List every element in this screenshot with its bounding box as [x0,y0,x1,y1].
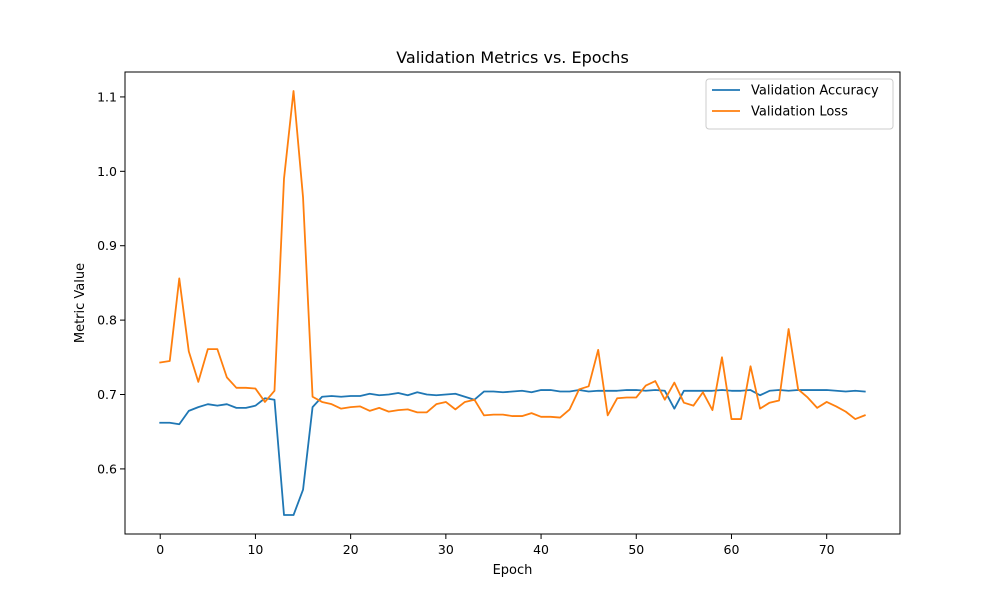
legend-label-validation-loss: Validation Loss [751,105,848,120]
y-tick-label: 0.8 [97,313,117,328]
y-tick-label: 0.9 [97,238,117,253]
x-tick-label: 50 [628,542,644,557]
legend-box [705,78,894,130]
x-tick-label: 70 [819,542,835,557]
plot-frame [124,71,901,535]
x-tick-label: 0 [156,542,164,557]
plot-area [159,90,866,516]
series-line-validation-loss [159,90,866,420]
y-tick-label: 0.7 [97,387,117,402]
y-tick-label: 1.0 [97,164,117,179]
x-axis-label: Epoch [493,563,533,578]
legend: Validation Accuracy Validation Loss [705,78,894,130]
x-tick-label: 40 [533,542,549,557]
y-tick-label: 0.6 [97,461,117,476]
x-tick-label: 30 [438,542,454,557]
series-line-validation-accuracy [159,389,866,516]
axes: 0 10 20 30 40 50 60 70 0.6 0.7 0.8 0.9 1.0 1.1 [97,89,835,557]
chart-title: Validation Metrics vs. Epochs [396,48,629,67]
y-axis-label: Metric Value [73,263,88,343]
x-tick-label: 60 [724,542,740,557]
x-tick-label: 20 [343,542,359,557]
legend-label-validation-accuracy: Validation Accuracy [751,84,879,99]
y-tick-label: 1.1 [97,89,117,104]
x-tick-label: 10 [247,542,263,557]
